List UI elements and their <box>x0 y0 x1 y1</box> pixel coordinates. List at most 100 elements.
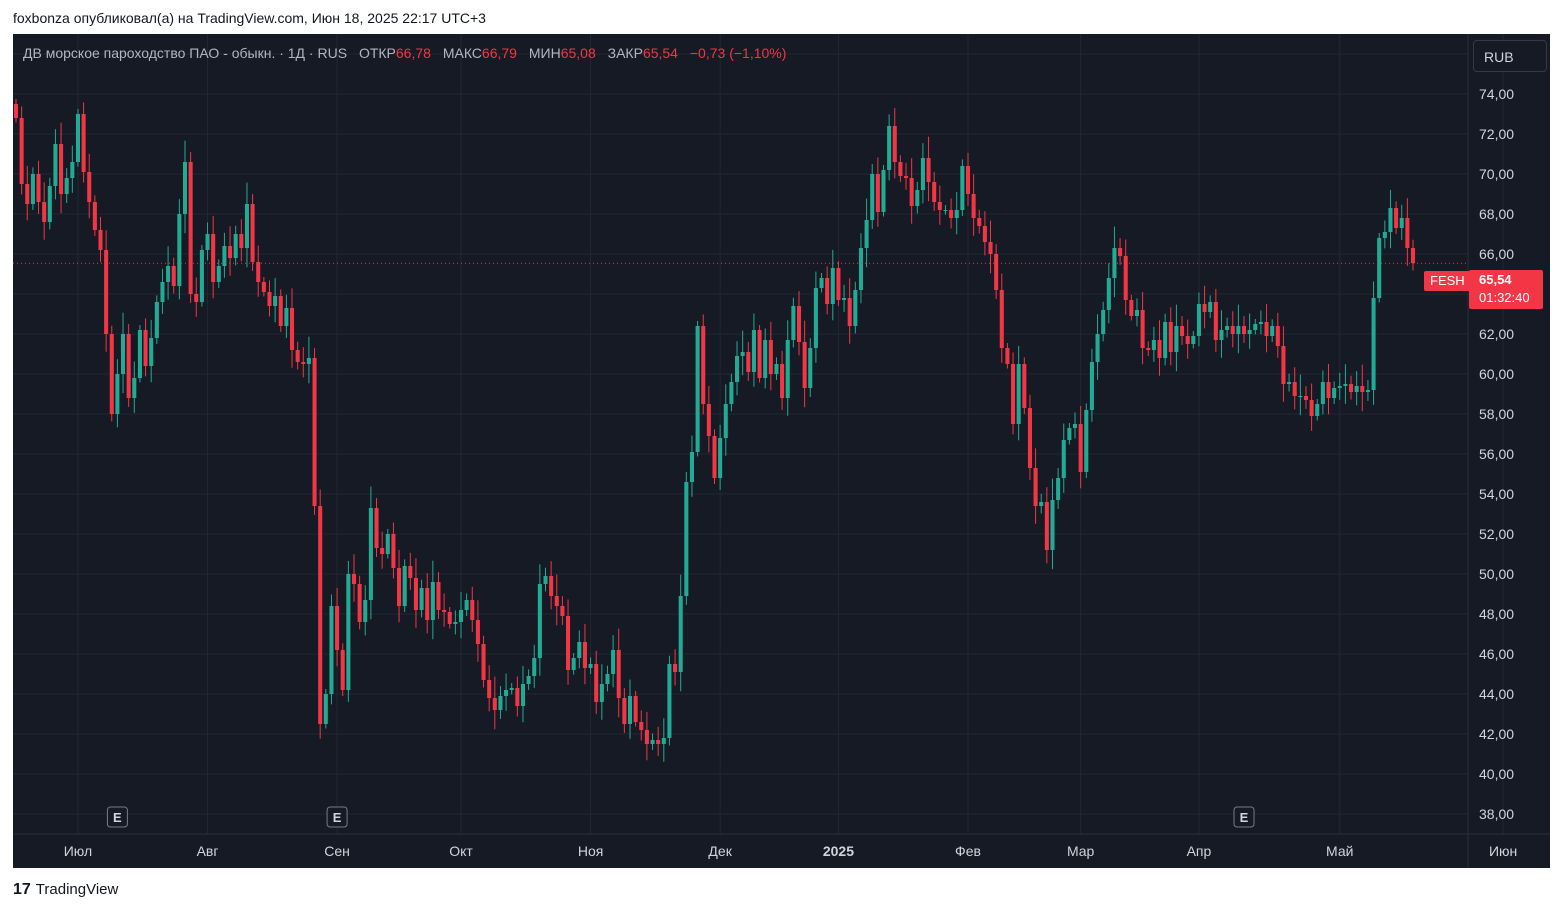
candle-body <box>363 600 368 622</box>
candle-body <box>1163 322 1168 358</box>
candle-body <box>13 104 19 118</box>
candle-body <box>1410 248 1416 264</box>
candle-body <box>442 610 447 612</box>
candle <box>363 585 368 636</box>
candle <box>149 319 154 383</box>
candle <box>250 194 255 271</box>
candle <box>796 291 802 356</box>
candle <box>1084 403 1089 478</box>
candle <box>205 222 210 261</box>
candle <box>1072 412 1078 439</box>
candle-body <box>836 268 841 300</box>
candle <box>780 350 785 410</box>
candle <box>515 676 520 717</box>
candle-body <box>30 174 35 204</box>
candle <box>256 245 261 297</box>
candle-body <box>284 308 289 326</box>
candle <box>847 278 852 344</box>
candle <box>222 232 227 278</box>
candle-body <box>515 688 520 706</box>
candle <box>244 182 249 268</box>
tradingview-brand[interactable]: 17 TradingView <box>13 881 118 899</box>
candle <box>791 297 796 348</box>
candle <box>1016 345 1021 441</box>
candle-body <box>250 204 255 262</box>
candle-body <box>357 584 362 622</box>
candle-body <box>560 606 565 616</box>
candle-body <box>588 664 593 668</box>
candle <box>594 650 599 714</box>
candle <box>1095 314 1100 380</box>
candle <box>622 688 627 733</box>
candle-body <box>723 404 728 438</box>
candle-body <box>1253 324 1258 330</box>
candle-body <box>1377 238 1382 298</box>
candle-body <box>25 184 30 204</box>
candle <box>836 261 841 306</box>
candle-body <box>149 338 154 366</box>
candle-body <box>205 234 210 250</box>
candle-body <box>954 210 959 218</box>
candle-body <box>1343 384 1348 386</box>
price-tick-label: 40,00 <box>1479 766 1514 782</box>
candle <box>949 198 954 229</box>
candle <box>1405 198 1410 266</box>
candle-body <box>1202 304 1207 312</box>
candle-body <box>436 582 441 610</box>
candle <box>1005 343 1010 369</box>
candle <box>351 554 357 602</box>
low-value: 65,08 <box>560 45 596 61</box>
candle-body <box>622 698 627 724</box>
candle-body <box>475 620 480 644</box>
candle <box>1264 303 1269 353</box>
earnings-marker-box <box>326 806 348 828</box>
candle <box>211 215 216 299</box>
candle <box>898 155 903 182</box>
candle <box>960 159 965 216</box>
candle <box>1320 370 1325 415</box>
candle <box>160 268 165 314</box>
candle-body <box>1123 256 1128 300</box>
candle <box>1382 220 1387 249</box>
candle <box>1157 320 1162 376</box>
open-label: ОТКР <box>358 45 396 61</box>
candle <box>746 342 751 381</box>
candle <box>391 522 396 579</box>
candle-body <box>301 362 306 364</box>
price-tick-label: 56,00 <box>1479 446 1514 462</box>
candle <box>633 691 638 727</box>
candle <box>397 549 402 623</box>
candle-body <box>1236 326 1241 334</box>
candle <box>915 181 920 214</box>
candle-body <box>1022 364 1027 408</box>
candle-body <box>47 186 52 222</box>
candle <box>639 710 644 741</box>
earnings-marker: E <box>1233 806 1255 828</box>
candle-body <box>402 566 407 606</box>
candle <box>1247 313 1252 349</box>
candle-body <box>194 294 199 302</box>
candle-body <box>994 254 999 290</box>
candle-body <box>746 352 751 372</box>
symbol-title[interactable]: ДВ морское пароходство ПАО - обыкн. · 1Д… <box>23 45 348 61</box>
candle <box>785 320 790 416</box>
candle-body <box>59 144 64 194</box>
chart-pane[interactable]: 38,00 40,00 42,00 44,00 46,00 48,00 50,00 52,00… <box>13 34 1550 868</box>
candle <box>706 385 711 453</box>
candle <box>126 324 131 407</box>
candle-body <box>70 162 75 178</box>
candle-body <box>1360 386 1365 392</box>
grid-lines <box>13 34 1504 834</box>
candle-body <box>571 658 576 670</box>
candle <box>1365 380 1370 401</box>
tradingview-logo-icon: 17 <box>13 881 31 898</box>
candle-body <box>222 246 227 266</box>
candle-body <box>1225 326 1230 330</box>
candle-body <box>312 358 317 506</box>
candle <box>1061 423 1066 493</box>
currency-button[interactable]: RUB <box>1473 40 1547 72</box>
candle-body <box>920 158 925 190</box>
candle <box>53 129 58 200</box>
candlestick-chart[interactable]: 38,00 40,00 42,00 44,00 46,00 48,00 50,00 52,00… <box>13 34 1550 868</box>
candle-body <box>582 642 587 668</box>
